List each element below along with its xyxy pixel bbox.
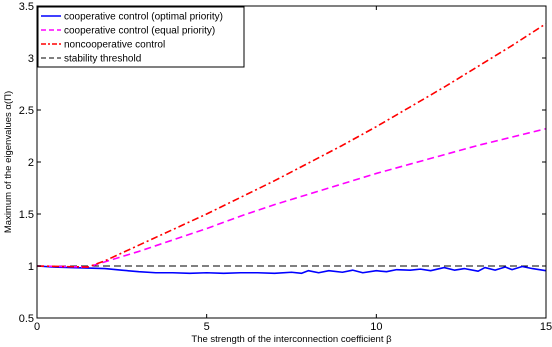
ticks-layer: 0 5 10 15 0.5 1 1.5 2 2.5 3 3.5 — [19, 1, 552, 333]
legend-label-noncooperative-control: noncooperative control — [64, 40, 165, 51]
y-tick-label: 2.5 — [19, 105, 34, 117]
x-tick-label: 15 — [540, 321, 552, 333]
x-axis-title: The strength of the interconnection coef… — [191, 334, 392, 345]
y-tick-label: 0.5 — [19, 313, 34, 325]
y-axis-title: Maximum of the eigenvalues α(Π) — [3, 91, 14, 233]
legend-label-cooperative-control-optimal-priority: cooperative control (optimal priority) — [64, 12, 223, 23]
legend-box — [37, 6, 245, 68]
plot-area-frame — [36, 5, 547, 319]
legend-label-cooperative-control-equal-priority: cooperative control (equal priority) — [64, 26, 215, 37]
series-layer — [36, 23, 547, 275]
series-line-cooperative-control-equal-priority — [36, 127, 547, 268]
legend: cooperative control (optimal priority) co… — [37, 6, 245, 68]
y-tick-label: 2 — [28, 157, 34, 169]
x-tick-label: 5 — [204, 321, 210, 333]
x-tick-label: 0 — [34, 321, 40, 333]
y-tick-label: 1 — [28, 261, 34, 273]
legend-label-stability-threshold: stability threshold — [64, 54, 141, 65]
y-tick-label: 3 — [28, 53, 34, 65]
y-tick-label: 1.5 — [19, 209, 34, 221]
series-line-cooperative-control-optimal-priority — [36, 265, 547, 275]
series-line-noncooperative-control — [36, 23, 547, 268]
y-tick-label: 3.5 — [19, 1, 34, 13]
x-tick-label: 10 — [370, 321, 382, 333]
